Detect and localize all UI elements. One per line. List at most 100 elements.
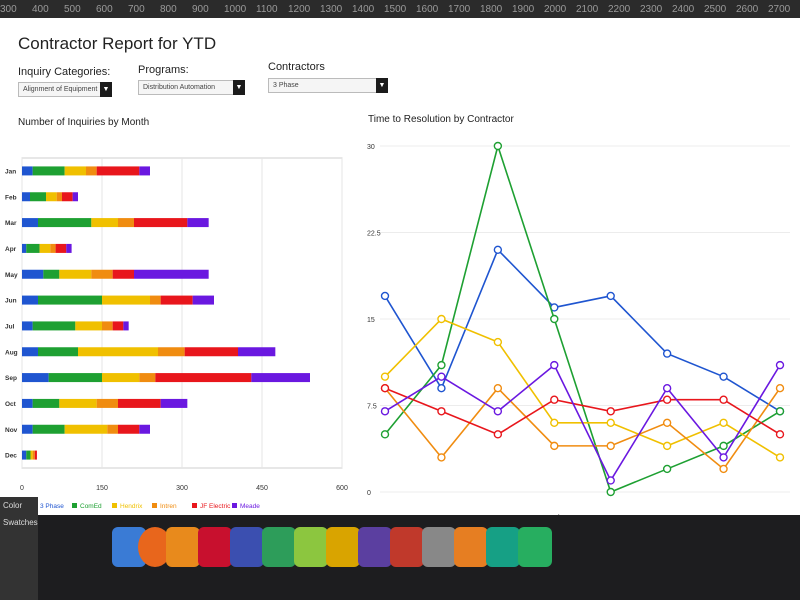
bar-segment (86, 166, 97, 176)
ruler-mark: 2400 (672, 3, 695, 15)
bar-segment (32, 398, 60, 408)
report-screen: Contractor Report for YTD Inquiry Catego… (0, 18, 800, 515)
bar-segment (56, 192, 62, 202)
data-point (606, 291, 615, 301)
ruler-mark: 1500 (384, 3, 407, 15)
app-icon[interactable] (326, 527, 360, 567)
x-tick-label: Apr (379, 513, 392, 515)
bar-segment (118, 424, 140, 434)
app-icon[interactable] (358, 527, 392, 567)
bar-segment (48, 373, 102, 383)
app-icon[interactable] (518, 527, 552, 567)
contractors-select[interactable]: 3 Phase ▼ (268, 78, 388, 93)
bar-segment (139, 373, 156, 383)
legend-label: Hendrix (120, 503, 143, 508)
bar-segment (155, 373, 252, 383)
data-point (493, 430, 503, 439)
x-tick-label: Nov (773, 513, 788, 515)
series-line (384, 387, 781, 471)
data-point (719, 395, 728, 404)
legend-swatch (232, 503, 237, 508)
data-point (662, 418, 672, 427)
y-tick-label: Aug (5, 349, 18, 356)
ruler-mark: 1100 (256, 3, 278, 15)
bar-segment (38, 347, 78, 357)
data-point (606, 418, 615, 427)
x-tick-label: Jun (491, 513, 505, 515)
bar-segment (150, 295, 161, 305)
bar-segment (160, 398, 188, 408)
data-point (550, 441, 559, 451)
y-tick-label: Nov (5, 427, 18, 434)
app-icon[interactable] (166, 527, 200, 567)
data-point (775, 384, 785, 393)
series-line (384, 363, 781, 483)
bar-segment (32, 166, 65, 176)
ruler-mark: 1700 (448, 3, 471, 15)
data-point (662, 441, 672, 451)
app-icon[interactable] (454, 527, 488, 567)
bar-segment (78, 347, 158, 357)
data-point (550, 360, 559, 370)
ruler-mark: 2100 (576, 3, 599, 15)
y-tick-label: 22.5 (367, 231, 381, 238)
data-point (493, 384, 503, 393)
data-point (380, 430, 390, 439)
legend-label: 3 Phase (40, 503, 64, 508)
app-icon[interactable] (294, 527, 328, 567)
app-icon[interactable] (422, 527, 456, 567)
legend-swatch (112, 503, 117, 508)
bar-segment (134, 269, 209, 279)
chevron-down-icon: ▼ (376, 78, 388, 93)
bar-segment (192, 295, 214, 305)
app-icon[interactable] (230, 527, 264, 567)
programs-value: Distribution Automation (143, 84, 215, 91)
legend-label: Meade (240, 503, 260, 508)
data-point (662, 349, 672, 358)
data-point (493, 141, 503, 151)
app-icon[interactable] (198, 527, 232, 567)
data-point (662, 384, 672, 393)
bar-segment (187, 218, 209, 228)
inquiry-categories-select[interactable]: Alignment of Equipment ▼ (18, 82, 112, 97)
app-icon[interactable] (486, 527, 520, 567)
data-point (719, 372, 728, 381)
bar-segment (22, 269, 44, 279)
bar-segment (184, 347, 238, 357)
bar-segment (75, 321, 102, 331)
bar-segment (22, 192, 30, 202)
bar-segment (118, 218, 134, 228)
bar-segment (22, 243, 27, 253)
data-point (606, 441, 615, 451)
series-line (384, 387, 781, 436)
app-icon[interactable] (390, 527, 424, 567)
contractors-value: 3 Phase (273, 82, 299, 89)
data-point (550, 395, 559, 404)
chevron-down-icon: ▼ (233, 80, 245, 95)
pixel-ruler: 300 400 500 600 700 800 900 1000 1100 1200 1300 140… (0, 0, 800, 18)
side-panel-item-swatches[interactable]: Swatches (3, 518, 38, 527)
ruler-mark: 1400 (352, 3, 375, 15)
bar-segment (59, 398, 97, 408)
bar-segment (102, 295, 150, 305)
bar-segment (22, 424, 33, 434)
app-icon[interactable] (262, 527, 296, 567)
bar-segment (134, 218, 188, 228)
bar-segment (38, 295, 102, 305)
dock (38, 515, 800, 600)
ruler-mark: 1900 (512, 3, 535, 15)
data-point (437, 384, 446, 393)
ruler-mark: 1000 (224, 3, 247, 15)
y-tick-label: 30 (367, 144, 375, 151)
data-point (775, 453, 785, 462)
data-point (493, 245, 503, 255)
bar-segment (39, 243, 51, 253)
bar-segment (32, 450, 35, 460)
ruler-mark: 1300 (320, 3, 343, 15)
bar-segment (158, 347, 185, 357)
bar-segment (26, 243, 40, 253)
programs-select[interactable]: Distribution Automation ▼ (138, 80, 245, 95)
y-tick-label: May (5, 272, 18, 279)
side-panel-item-color[interactable]: Color (3, 501, 23, 510)
legend-swatch (192, 503, 197, 508)
